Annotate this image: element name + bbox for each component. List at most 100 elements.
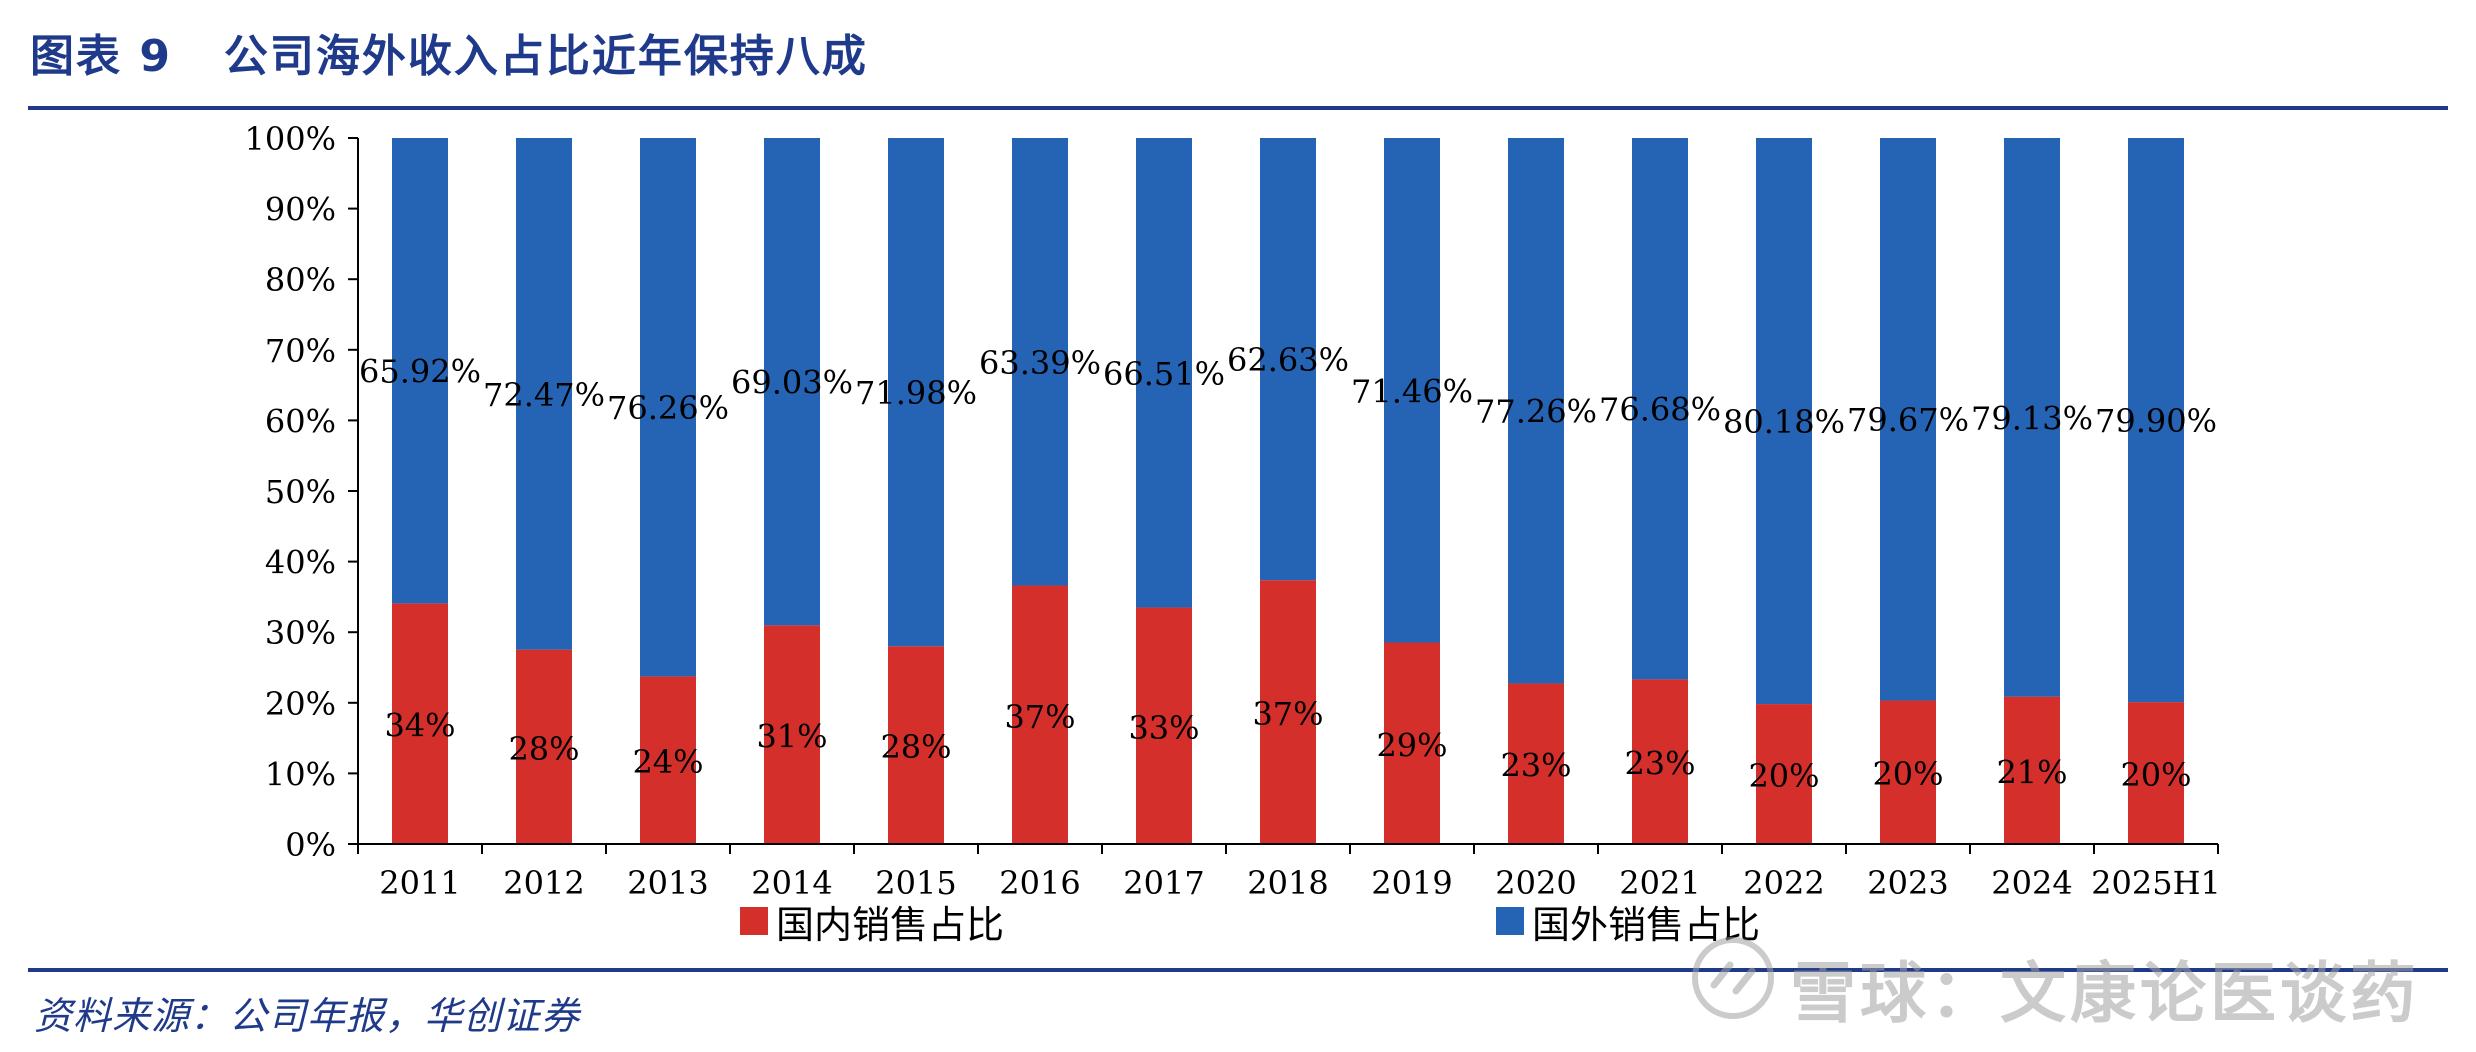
x-tick-label-2011: 2011	[379, 864, 460, 902]
bar-domestic-2020	[1508, 683, 1564, 844]
data-label-domestic-2020: 23%	[1500, 747, 1571, 785]
bar-overseas-2025H1	[2128, 138, 2184, 703]
x-tick-label-2014: 2014	[751, 864, 832, 902]
bar-domestic-2018	[1260, 580, 1316, 844]
bar-domestic-2011	[392, 603, 448, 844]
data-label-domestic-2016: 37%	[1004, 698, 1075, 736]
figure-title: 公司海外收入占比近年保持八成	[223, 31, 868, 82]
axes-group: 2011 2012 2013 2014 2015 2016 2017 2018 2019 2020…	[245, 120, 2221, 902]
data-label-overseas-2017: 66.51%	[1103, 355, 1225, 393]
bar-overseas-2011	[392, 138, 448, 604]
y-tick-label: 80%	[265, 261, 336, 299]
data-label-domestic-2021: 23%	[1624, 745, 1695, 783]
bar-overseas-2023	[1880, 138, 1936, 701]
data-label-overseas-2023: 79.67%	[1847, 401, 1969, 439]
figure-label: 图表 9	[30, 31, 172, 82]
bar-domestic-2013	[640, 676, 696, 844]
data-label-overseas-2022: 80.18%	[1723, 403, 1845, 441]
x-tick-label-2012: 2012	[503, 864, 584, 902]
data-label-domestic-2012: 28%	[508, 730, 579, 768]
legend-label-domestic: 国内销售占比	[776, 902, 1005, 947]
bar-overseas-2012	[516, 138, 572, 650]
source-note: 资料来源：公司年报，华创证券	[34, 994, 581, 1038]
bar-overseas-2024	[2004, 138, 2060, 697]
y-tick-label: 60%	[265, 402, 336, 440]
data-label-overseas-2013: 76.26%	[607, 389, 729, 427]
x-tick-label-2022: 2022	[1743, 864, 1824, 902]
bar-overseas-2017	[1136, 138, 1192, 608]
data-label-overseas-2024: 79.13%	[1971, 399, 2093, 437]
bar-overseas-2018	[1260, 138, 1316, 581]
data-label-overseas-2018: 62.63%	[1227, 341, 1349, 379]
x-tick-label-2021: 2021	[1619, 864, 1700, 902]
legend-swatch-overseas	[1496, 907, 1524, 935]
data-label-domestic-2011: 34%	[384, 707, 455, 745]
bar-overseas-2020	[1508, 138, 1564, 684]
data-label-domestic-2018: 37%	[1252, 695, 1323, 733]
data-label-overseas-2016: 63.39%	[979, 344, 1101, 382]
watermark-logo-icon	[1692, 937, 1774, 1019]
data-labels-group: 34% 65.92% 28% 72.47% 24% 76.26% 31% 69.03% 28% 7…	[359, 341, 2217, 795]
legend-swatch-domestic	[740, 907, 768, 935]
data-label-domestic-2014: 31%	[756, 718, 827, 756]
bar-domestic-2014	[764, 625, 820, 844]
bottom-divider	[28, 968, 2448, 972]
legend-item-domestic: 国内销售占比	[740, 900, 1004, 947]
x-tick-label-2023: 2023	[1867, 864, 1948, 902]
data-label-overseas-2011: 65.92%	[359, 353, 481, 391]
x-tick-label-2016: 2016	[999, 864, 1080, 902]
bar-domestic-2025H1	[2128, 702, 2184, 844]
bar-overseas-2014	[764, 138, 820, 626]
bar-domestic-2017	[1136, 607, 1192, 844]
data-label-domestic-2025H1: 20%	[2120, 756, 2191, 794]
data-label-domestic-2013: 24%	[632, 743, 703, 781]
data-label-domestic-2024: 21%	[1996, 753, 2067, 791]
y-tick-label: 40%	[265, 544, 336, 582]
stacked-bar-chart: 2011 2012 2013 2014 2015 2016 2017 2018 2019 2020…	[245, 120, 2221, 902]
bar-overseas-2019	[1384, 138, 1440, 643]
x-tick-label-2017: 2017	[1123, 864, 1204, 902]
bar-overseas-2015	[888, 138, 944, 647]
bar-overseas-2022	[1756, 138, 1812, 705]
bar-domestic-2016	[1012, 585, 1068, 844]
x-tick-label-2013: 2013	[627, 864, 708, 902]
data-label-overseas-2014: 69.03%	[731, 364, 853, 402]
data-label-overseas-2025H1: 79.90%	[2095, 402, 2217, 440]
x-tick-label-2018: 2018	[1247, 864, 1328, 902]
bar-domestic-2021	[1632, 679, 1688, 844]
chart-title: 图表 9 公司海外收入占比近年保持八成	[30, 20, 868, 84]
y-tick-label: 0%	[285, 826, 336, 864]
bar-domestic-2022	[1756, 704, 1812, 844]
y-tick-label: 10%	[265, 755, 336, 793]
watermark-text: 雪球：文康论医谈药	[1790, 955, 2420, 1032]
x-tick-label-2019: 2019	[1371, 864, 1452, 902]
data-label-domestic-2023: 20%	[1872, 755, 1943, 793]
bar-overseas-2016	[1012, 138, 1068, 586]
y-tick-label: 100%	[245, 120, 336, 158]
data-label-overseas-2019: 71.46%	[1351, 372, 1473, 410]
bar-domestic-2019	[1384, 642, 1440, 844]
bar-domestic-2012	[516, 649, 572, 844]
data-label-overseas-2015: 71.98%	[855, 374, 977, 412]
bar-domestic-2015	[888, 646, 944, 844]
x-tick-label-2024: 2024	[1991, 864, 2072, 902]
top-divider	[28, 106, 2448, 110]
data-label-domestic-2017: 33%	[1128, 709, 1199, 747]
bar-domestic-2023	[1880, 700, 1936, 844]
x-tick-label-2025H1: 2025H1	[2091, 864, 2221, 902]
x-tick-label-2015: 2015	[875, 864, 956, 902]
data-label-overseas-2012: 72.47%	[483, 376, 605, 414]
bar-overseas-2013	[640, 138, 696, 677]
data-label-domestic-2015: 28%	[880, 728, 951, 766]
data-label-domestic-2019: 29%	[1376, 726, 1447, 764]
data-label-domestic-2022: 20%	[1748, 757, 1819, 795]
bar-overseas-2021	[1632, 138, 1688, 680]
y-tick-label: 50%	[265, 473, 336, 511]
x-tick-label-2020: 2020	[1495, 864, 1576, 902]
data-label-overseas-2020: 77.26%	[1475, 393, 1597, 431]
y-tick-label: 20%	[265, 685, 336, 723]
data-label-overseas-2021: 76.68%	[1599, 391, 1721, 429]
y-tick-label: 90%	[265, 191, 336, 229]
y-tick-label: 70%	[265, 332, 336, 370]
y-tick-label: 30%	[265, 614, 336, 652]
